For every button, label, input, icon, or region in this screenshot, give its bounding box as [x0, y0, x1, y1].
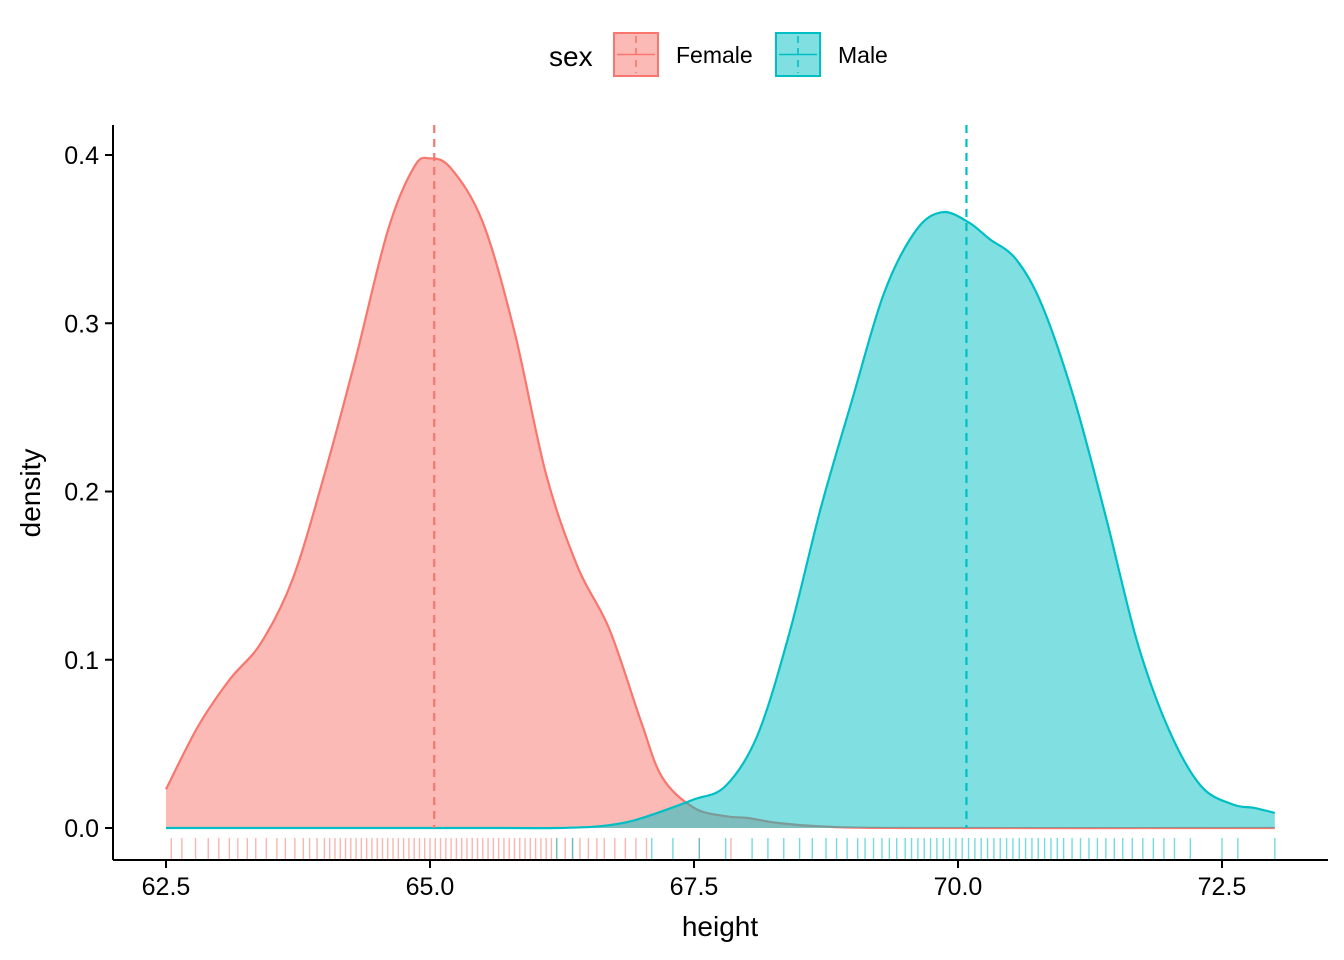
- y-axis-title: density: [15, 449, 46, 538]
- density-curves: [165, 156, 1276, 830]
- mean-lines: [433, 125, 968, 828]
- x-tick-label: 72.5: [1198, 873, 1247, 901]
- y-tick-label: 0.3: [64, 310, 99, 338]
- legend: sex Female Male: [549, 32, 888, 77]
- x-tick-label: 62.5: [142, 873, 191, 901]
- x-tick-label: 65.0: [406, 873, 455, 901]
- y-tick-label: 0.0: [64, 815, 99, 843]
- male-density-area: [166, 212, 1275, 829]
- x-axis-title: height: [682, 911, 759, 942]
- female-legend-label: Female: [676, 42, 753, 68]
- y-tick-label: 0.2: [64, 479, 99, 507]
- axes: 0.0 0.1 0.2 0.3 0.4 62.5 65.0 67.5 70.0 72.5: [64, 125, 1328, 901]
- female-density-area: [166, 157, 1275, 829]
- x-tick-label: 67.5: [670, 873, 719, 901]
- y-tick-label: 0.4: [64, 142, 99, 170]
- legend-title: sex: [549, 41, 593, 72]
- male-legend-label: Male: [838, 42, 888, 68]
- x-tick-label: 70.0: [934, 873, 983, 901]
- male-density-line: [165, 210, 1276, 830]
- rug-marks: [170, 838, 1276, 861]
- y-tick-label: 0.1: [64, 647, 99, 675]
